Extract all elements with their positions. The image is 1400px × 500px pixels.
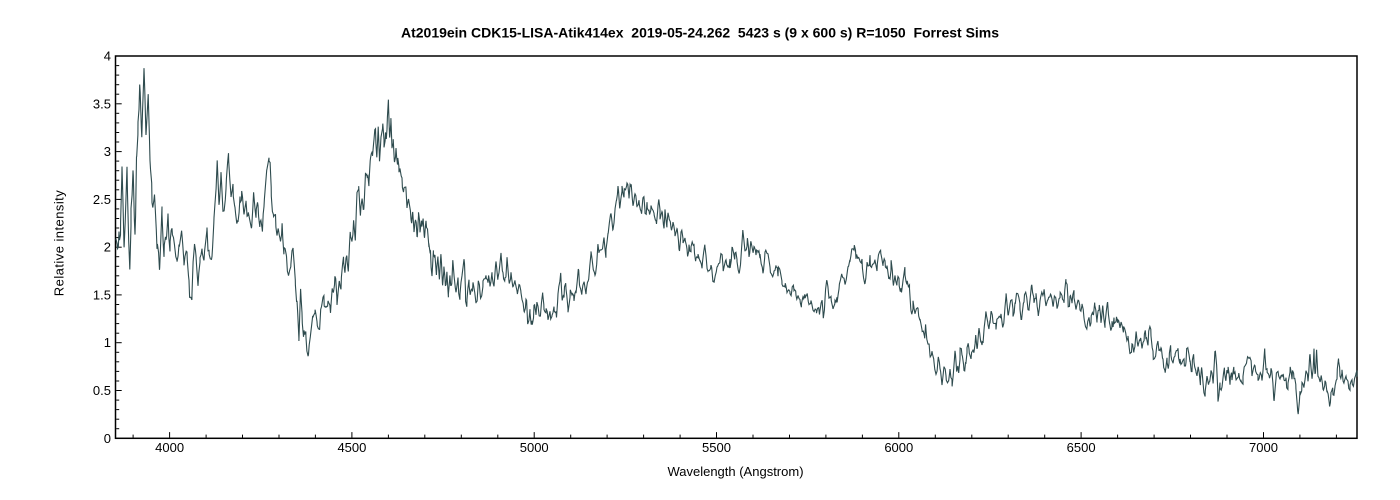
svg-text:7000: 7000 bbox=[1249, 440, 1278, 455]
svg-text:4000: 4000 bbox=[155, 440, 184, 455]
svg-text:1: 1 bbox=[104, 335, 111, 350]
svg-text:3.5: 3.5 bbox=[93, 96, 111, 111]
svg-text:4500: 4500 bbox=[337, 440, 366, 455]
svg-text:5000: 5000 bbox=[520, 440, 549, 455]
svg-text:Wavelength (Angstrom): Wavelength (Angstrom) bbox=[667, 464, 803, 479]
svg-text:At2019ein CDK15-LISA-Atik414ex: At2019ein CDK15-LISA-Atik414ex 2019-05-2… bbox=[401, 25, 999, 41]
svg-text:6000: 6000 bbox=[884, 440, 913, 455]
svg-text:5500: 5500 bbox=[702, 440, 731, 455]
svg-text:3: 3 bbox=[104, 144, 111, 159]
svg-text:2: 2 bbox=[104, 240, 111, 255]
svg-text:Relative intensity: Relative intensity bbox=[52, 190, 67, 296]
svg-text:6500: 6500 bbox=[1067, 440, 1096, 455]
svg-text:4: 4 bbox=[104, 49, 111, 64]
svg-text:2.5: 2.5 bbox=[93, 192, 111, 207]
svg-text:1.5: 1.5 bbox=[93, 287, 111, 302]
svg-text:0: 0 bbox=[104, 431, 111, 446]
svg-text:0.5: 0.5 bbox=[93, 383, 111, 398]
